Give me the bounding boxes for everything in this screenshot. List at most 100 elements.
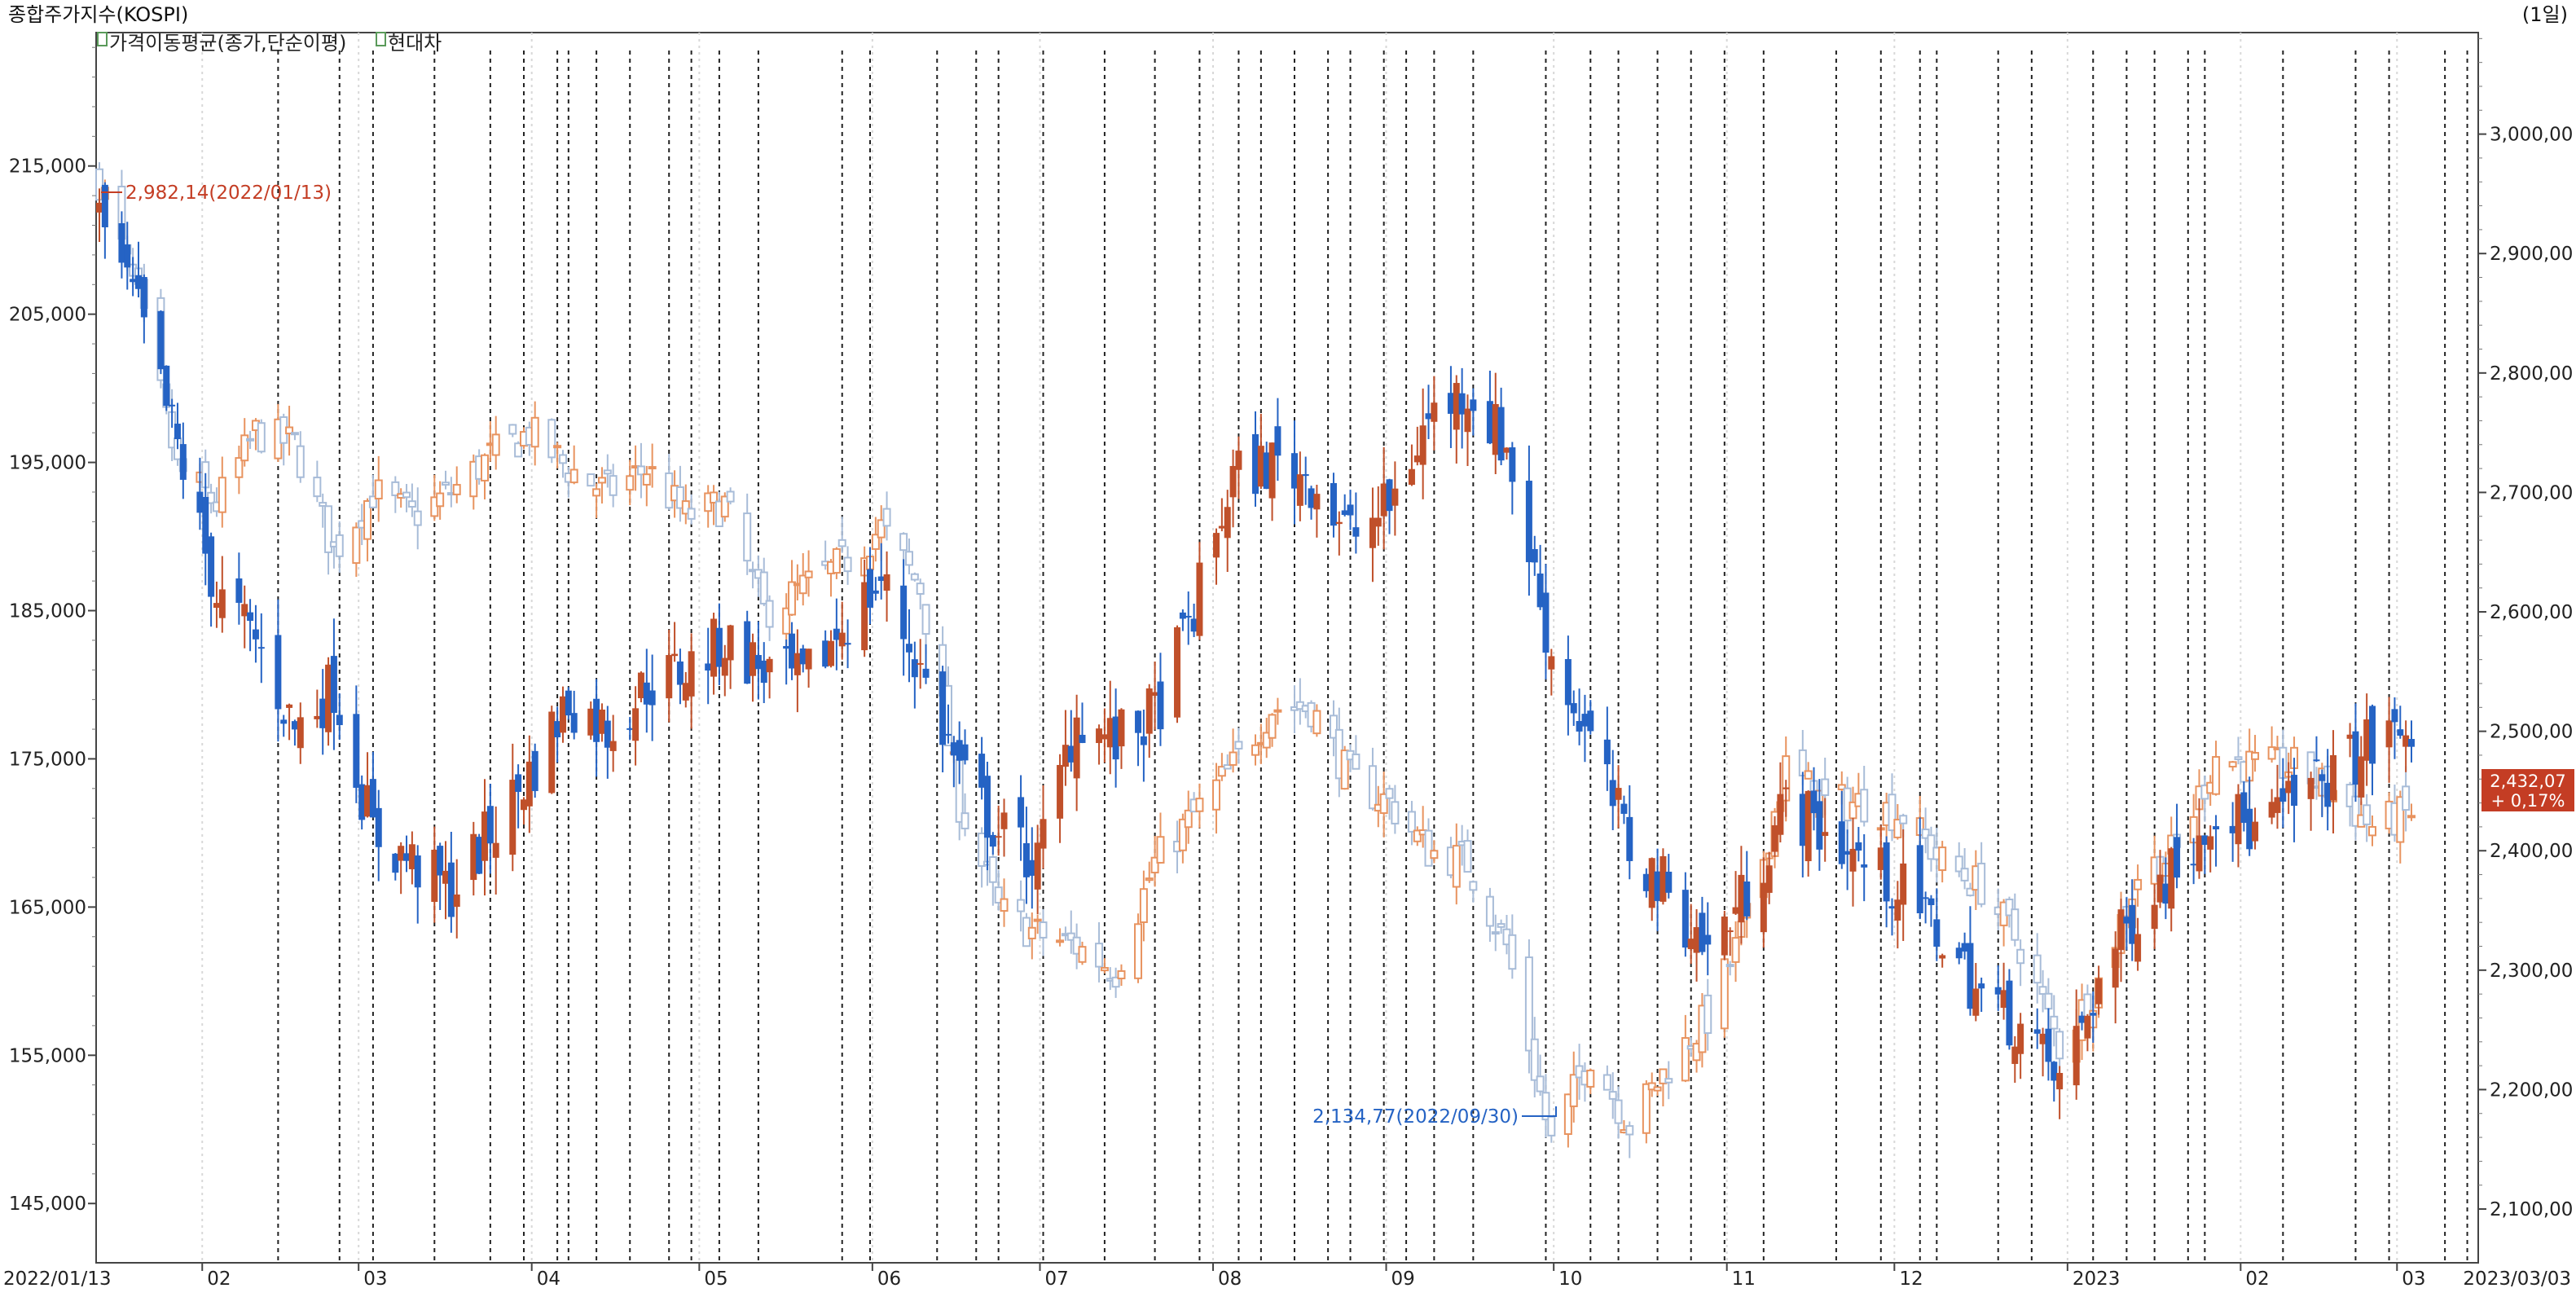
right-tick-label: 2,200,00: [2490, 1079, 2573, 1101]
candle-body: [804, 570, 813, 578]
right-tick-label: 2,300,00: [2490, 961, 2573, 982]
candle-body: [1101, 734, 1108, 740]
candle-body: [392, 853, 399, 873]
candle-body: [2017, 1023, 2024, 1054]
x-tick-label: 06: [877, 1268, 901, 1290]
low-label: 2,134,77(2022/09/30): [1312, 1106, 1519, 1128]
candle-body: [2252, 821, 2259, 842]
candle-body: [1642, 1083, 1651, 1134]
candle-body: [413, 510, 422, 526]
candle-body: [335, 534, 344, 557]
candle-body: [994, 886, 1003, 904]
candle-body: [905, 644, 912, 653]
candle-body: [2134, 934, 2142, 962]
candle-body: [247, 612, 254, 622]
candle-body: [1955, 947, 1963, 959]
candle-body: [1844, 851, 1851, 855]
candle-body: [710, 491, 719, 503]
candle-body: [1721, 917, 1728, 956]
candle-body: [1972, 988, 1980, 1016]
candle-body: [2396, 796, 2405, 843]
candle-body: [240, 434, 249, 462]
candle-body: [1386, 479, 1393, 512]
candle-body: [961, 812, 969, 829]
candle-body: [1664, 1078, 1673, 1084]
candle-body: [1379, 793, 1388, 815]
candle-body: [1039, 921, 1048, 939]
candle-body: [1347, 504, 1354, 516]
candle-body: [1485, 895, 1494, 927]
candle-body: [766, 658, 773, 673]
candle-body: [1625, 1125, 1634, 1136]
candle-body: [726, 490, 735, 503]
candle-body: [1078, 946, 1087, 963]
candle-body: [2229, 825, 2236, 833]
candle-body: [604, 720, 611, 748]
candle-body: [2212, 756, 2221, 795]
candle-body: [760, 660, 767, 684]
x-tick-label: 03: [2402, 1268, 2425, 1290]
candle-body: [314, 715, 321, 719]
candle-body: [2408, 739, 2415, 747]
candle-body: [1340, 750, 1349, 790]
candle-body: [2056, 1072, 2064, 1090]
candle-body: [2201, 835, 2209, 846]
candle-body: [1614, 1099, 1623, 1124]
candle-body: [2016, 948, 2025, 965]
candle-body: [2240, 792, 2248, 823]
high-label: 2,982,14(2022/01/13): [125, 182, 332, 204]
candle-body: [743, 512, 752, 562]
candle-body: [1804, 770, 1813, 780]
last-value: 2,432,07: [2490, 772, 2566, 791]
candle-body: [750, 642, 757, 676]
candle-body: [1453, 383, 1460, 430]
candle-body: [2073, 1026, 2080, 1086]
candle-body: [1195, 798, 1204, 812]
candle-body: [2407, 815, 2416, 819]
right-tick-label: 2,800,00: [2490, 363, 2573, 385]
candle-body: [1703, 994, 1712, 1035]
candle-body: [403, 853, 411, 861]
candle-body: [1731, 937, 1740, 963]
candle-body: [1799, 794, 1806, 846]
candle-body: [1145, 877, 1154, 882]
candle-body: [1977, 862, 1986, 905]
candle-body: [1179, 612, 1186, 619]
candle-body: [1296, 474, 1303, 506]
candle-body: [877, 519, 886, 539]
candle-body: [1117, 969, 1126, 980]
candle-body: [1139, 888, 1148, 923]
candle-body: [2228, 761, 2237, 768]
candle-body: [1939, 955, 1946, 959]
candle-body: [1491, 931, 1500, 935]
candle-body: [715, 627, 723, 667]
candle-body: [436, 492, 445, 508]
candle-body: [1274, 426, 1281, 456]
candle-body: [330, 656, 337, 714]
candle-body: [2246, 808, 2253, 850]
candle-body: [2050, 1015, 2059, 1030]
candle-body: [1994, 987, 2002, 995]
candle-body: [1665, 871, 1673, 893]
candle-body: [983, 776, 991, 838]
candle-body: [1430, 850, 1439, 860]
candle-body: [2162, 883, 2169, 904]
candle-body: [257, 422, 266, 453]
candle-body: [1118, 709, 1125, 747]
candle-body: [1608, 1091, 1617, 1100]
candle-body: [1150, 856, 1159, 874]
candle-body: [1783, 787, 1790, 789]
candle-body: [319, 502, 327, 507]
candle-body: [1777, 794, 1784, 835]
candle-body: [2055, 1031, 2064, 1060]
candle-body: [1018, 797, 1025, 828]
candle-body: [1156, 836, 1165, 864]
candle-body: [939, 671, 947, 745]
candle-body: [1536, 573, 1544, 608]
x-tick-label: 04: [537, 1268, 560, 1290]
candle-body: [515, 774, 522, 793]
candle-body: [1447, 393, 1454, 414]
candle-body: [1732, 907, 1739, 914]
candle-body: [565, 690, 572, 716]
candle-body: [1837, 784, 1846, 790]
